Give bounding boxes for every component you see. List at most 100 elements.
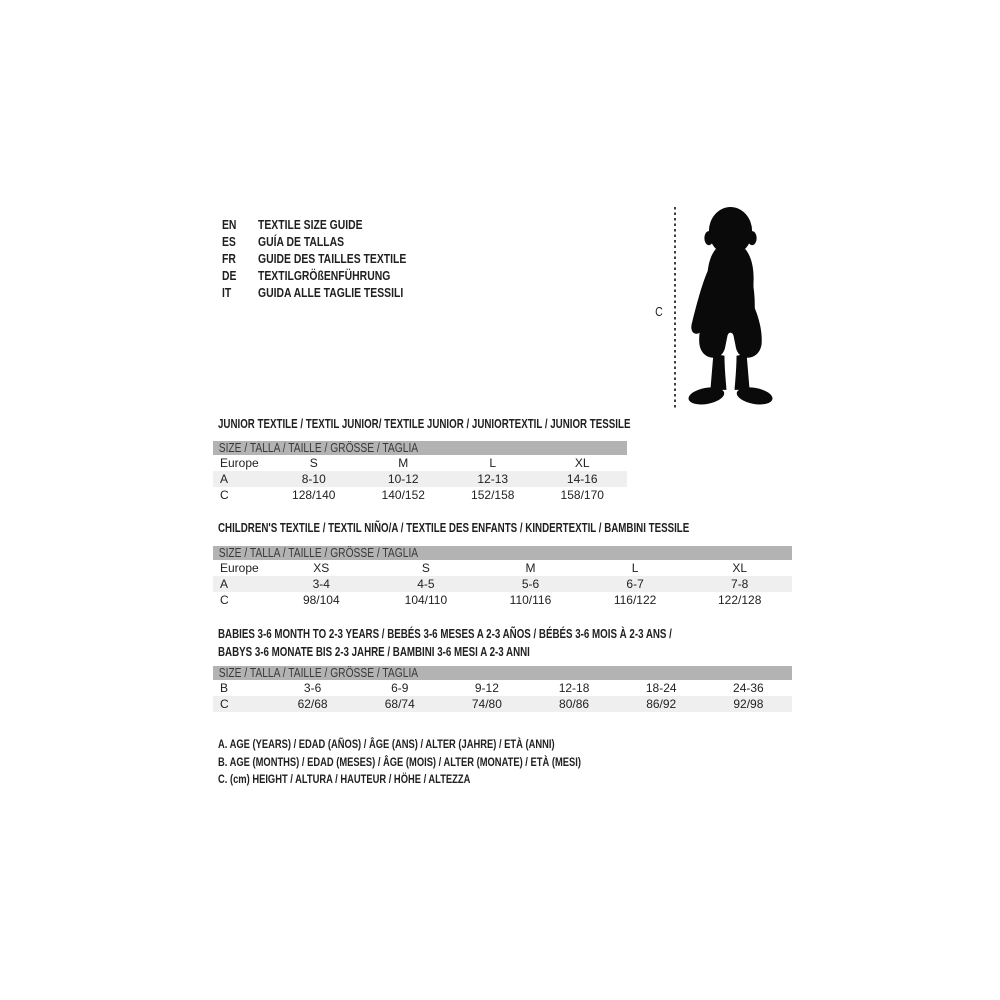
size-value-cell: 104/110 bbox=[404, 593, 448, 607]
language-code: FR bbox=[222, 251, 236, 266]
size-value-cell: 86/92 bbox=[617, 696, 705, 712]
size-table-children: SIZE / TALLA / TAILLE / GRÖSSE / TAGLIA E… bbox=[213, 546, 792, 608]
size-row: Europe XS S M L XL bbox=[213, 560, 792, 576]
size-table-babies: SIZE / TALLA / TAILLE / GRÖSSE / TAGLIA B… bbox=[213, 666, 792, 712]
size-value-cell: 158/170 bbox=[560, 488, 604, 502]
language-code: EN bbox=[222, 217, 237, 232]
size-row: Europe S M L XL bbox=[213, 455, 627, 471]
size-value-cell: 6-7 bbox=[582, 576, 688, 592]
size-table-junior: SIZE / TALLA / TAILLE / GRÖSSE / TAGLIA E… bbox=[213, 441, 627, 503]
legend-line: C. (cm) HEIGHT / ALTURA / HAUTEUR / HÖHE… bbox=[218, 772, 471, 786]
size-row: A 8-10 10-12 12-13 14-16 bbox=[213, 471, 627, 487]
size-value-cell: 12-13 bbox=[448, 471, 538, 487]
size-value-cell: 9-12 bbox=[474, 681, 499, 695]
size-value-cell: L bbox=[631, 561, 639, 575]
language-code: ES bbox=[222, 234, 236, 249]
height-measure-dashed-line bbox=[674, 207, 676, 408]
language-title: GUÍA DE TALLAS bbox=[258, 234, 345, 249]
size-value-cell: 10-12 bbox=[358, 471, 448, 487]
size-bar-row: SIZE / TALLA / TAILLE / GRÖSSE / TAGLIA bbox=[213, 546, 792, 560]
section-babies-textile: BABIES 3-6 MONTH TO 2-3 YEARS / BEBÉS 3-… bbox=[213, 626, 792, 712]
size-row: C 128/140 140/152 152/158 158/170 bbox=[213, 487, 627, 503]
size-value-cell: 116/122 bbox=[613, 593, 657, 607]
row-label-cell: C bbox=[213, 696, 269, 712]
size-bar-cell: SIZE / TALLA / TAILLE / GRÖSSE / TAGLIA bbox=[213, 546, 792, 560]
language-row: IT GUIDA ALLE TAGLIE TESSILI bbox=[222, 284, 406, 301]
size-value-cell: 3-6 bbox=[303, 681, 322, 695]
size-bar-cell: SIZE / TALLA / TAILLE / GRÖSSE / TAGLIA bbox=[213, 441, 627, 455]
size-value-cell: 18-24 bbox=[645, 681, 677, 695]
language-title: TEXTILE SIZE GUIDE bbox=[258, 217, 363, 232]
toddler-silhouette-icon bbox=[688, 207, 773, 405]
size-value-cell: S bbox=[421, 561, 430, 575]
language-code: IT bbox=[222, 285, 232, 300]
size-value-cell: 8-10 bbox=[269, 471, 359, 487]
size-row: C 62/68 68/74 74/80 80/86 86/92 92/98 bbox=[213, 696, 792, 712]
size-bar-row: SIZE / TALLA / TAILLE / GRÖSSE / TAGLIA bbox=[213, 666, 792, 680]
size-value-cell: M bbox=[525, 561, 536, 575]
section-junior-textile: JUNIOR TEXTILE / TEXTIL JUNIOR/ TEXTILE … bbox=[213, 416, 630, 503]
section-title: JUNIOR TEXTILE / TEXTIL JUNIOR/ TEXTILE … bbox=[218, 415, 630, 433]
size-value-cell: 92/98 bbox=[704, 696, 792, 712]
size-bar-cell: SIZE / TALLA / TAILLE / GRÖSSE / TAGLIA bbox=[213, 666, 792, 680]
size-bar-text: SIZE / TALLA / TAILLE / GRÖSSE / TAGLIA bbox=[218, 545, 419, 560]
size-value-cell: 128/140 bbox=[292, 488, 336, 502]
row-label-cell: B bbox=[220, 681, 229, 695]
section-title-line: BABIES 3-6 MONTH TO 2-3 YEARS / BEBÉS 3-… bbox=[218, 626, 672, 641]
size-value-cell: 3-4 bbox=[269, 576, 374, 592]
section-childrens-textile: CHILDREN'S TEXTILE / TEXTIL NIÑO/A / TEX… bbox=[213, 520, 792, 608]
size-value-cell: 98/104 bbox=[302, 593, 340, 607]
row-label-cell: C bbox=[220, 593, 229, 607]
size-value-cell: 12-18 bbox=[558, 681, 590, 695]
size-row: C 98/104 104/110 110/116 116/122 122/128 bbox=[213, 592, 792, 608]
size-value-cell: XL bbox=[732, 561, 748, 575]
size-value-cell: 7-8 bbox=[687, 576, 792, 592]
size-row: B 3-6 6-9 9-12 12-18 18-24 24-36 bbox=[213, 680, 792, 696]
legend-line: A. AGE (YEARS) / EDAD (AÑOS) / ÂGE (ANS)… bbox=[218, 737, 555, 751]
language-code: DE bbox=[222, 268, 237, 283]
size-value-cell: L bbox=[489, 456, 497, 470]
size-row: A 3-4 4-5 5-6 6-7 7-8 bbox=[213, 576, 792, 592]
section-title-line: BABYS 3-6 MONATE BIS 2-3 JAHRE / BAMBINI… bbox=[218, 644, 530, 659]
row-label-cell: C bbox=[220, 488, 229, 502]
measurement-legend: A. AGE (YEARS) / EDAD (AÑOS) / ÂGE (ANS)… bbox=[218, 736, 683, 789]
size-value-cell: 152/158 bbox=[471, 488, 515, 502]
size-value-cell: 24-36 bbox=[733, 681, 764, 695]
size-bar-text: SIZE / TALLA / TAILLE / GRÖSSE / TAGLIA bbox=[218, 440, 419, 455]
language-title: TEXTILGRÖßENFÜHRUNG bbox=[258, 268, 391, 283]
size-value-cell: 110/116 bbox=[509, 593, 552, 607]
size-value-cell: 62/68 bbox=[269, 696, 357, 712]
language-guide: EN TEXTILE SIZE GUIDE ES GUÍA DE TALLAS FR GU… bbox=[222, 216, 452, 301]
size-value-cell: S bbox=[309, 456, 318, 470]
size-value-cell: 14-16 bbox=[537, 471, 627, 487]
size-value-cell: 68/74 bbox=[356, 696, 444, 712]
size-value-cell: 4-5 bbox=[373, 576, 479, 592]
size-value-cell: 140/152 bbox=[381, 488, 425, 502]
language-title: GUIDA ALLE TAGLIE TESSILI bbox=[258, 285, 404, 300]
legend-line: B. AGE (MONTHS) / EDAD (MESES) / ÂGE (MO… bbox=[218, 754, 581, 769]
size-value-cell: 122/128 bbox=[717, 593, 762, 607]
section-title-line: CHILDREN'S TEXTILE / TEXTIL NIÑO/A / TEX… bbox=[218, 520, 690, 535]
language-title: GUIDE DES TAILLES TEXTILE bbox=[258, 251, 407, 266]
row-label-cell: Europe bbox=[220, 561, 259, 575]
size-value-cell: 6-9 bbox=[391, 681, 409, 695]
size-bar-text: SIZE / TALLA / TAILLE / GRÖSSE / TAGLIA bbox=[218, 665, 419, 680]
size-value-cell: XS bbox=[313, 561, 330, 575]
row-label-cell: A bbox=[213, 576, 269, 592]
size-value-cell: 74/80 bbox=[443, 696, 531, 712]
language-row: DE TEXTILGRÖßENFÜHRUNG bbox=[222, 267, 406, 284]
language-row: FR GUIDE DES TAILLES TEXTILE bbox=[222, 250, 406, 267]
size-value-cell: 5-6 bbox=[478, 576, 583, 592]
size-value-cell: XL bbox=[574, 456, 590, 470]
row-label-cell: Europe bbox=[220, 456, 259, 470]
section-title: BABIES 3-6 MONTH TO 2-3 YEARS / BEBÉS 3-… bbox=[218, 625, 672, 661]
language-row: EN TEXTILE SIZE GUIDE bbox=[222, 216, 406, 233]
height-measure-label: C bbox=[655, 305, 663, 319]
row-label-cell: A bbox=[213, 471, 269, 487]
size-bar-row: SIZE / TALLA / TAILLE / GRÖSSE / TAGLIA bbox=[213, 441, 627, 455]
section-title-line: JUNIOR TEXTILE / TEXTIL JUNIOR/ TEXTILE … bbox=[218, 416, 631, 431]
size-value-cell: 80/86 bbox=[530, 696, 618, 712]
size-value-cell: M bbox=[398, 456, 409, 470]
language-row: ES GUÍA DE TALLAS bbox=[222, 233, 406, 250]
